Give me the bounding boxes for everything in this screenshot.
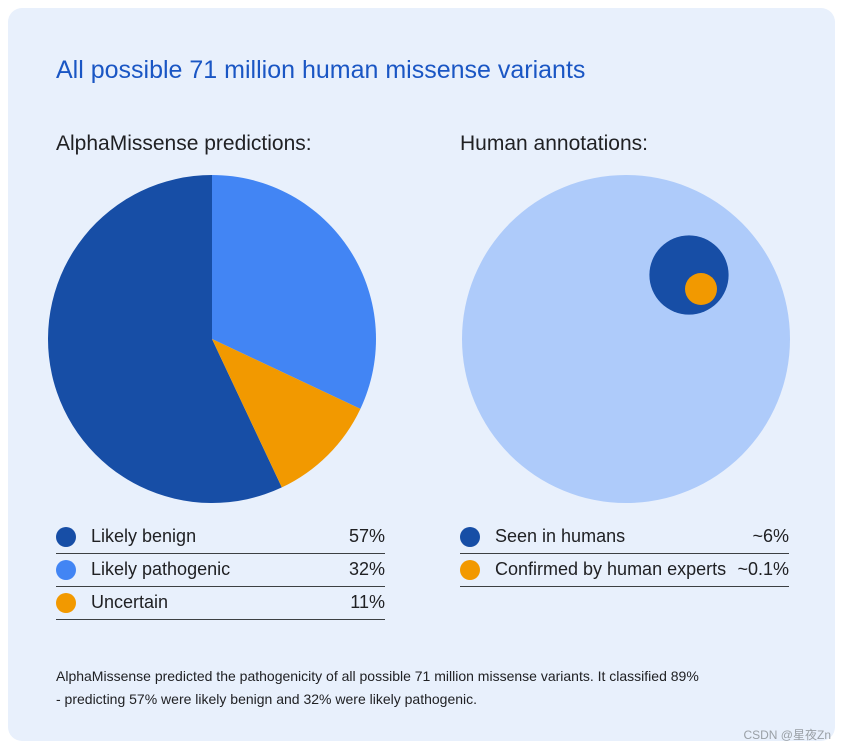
likely-benign-swatch xyxy=(56,527,76,547)
legend-label: Seen in humans xyxy=(495,526,626,546)
pie-slice-uncertain xyxy=(212,339,361,488)
legend-row-confirmed-by-experts: Confirmed by human experts ~0.1% xyxy=(460,554,789,587)
legend-label: Likely pathogenic xyxy=(91,559,231,579)
annotations-area-chart xyxy=(462,175,790,503)
predictions-legend: Likely benign 57% Likely pathogenic 32% … xyxy=(56,521,385,620)
legend-value: ~0.1% xyxy=(737,559,789,579)
pie-slice-likely-pathogenic xyxy=(212,175,376,409)
legend-value: ~6% xyxy=(752,526,789,546)
legend-value: 11% xyxy=(350,592,385,612)
legend-value: 32% xyxy=(348,559,385,579)
confirmed-by-experts-circle xyxy=(685,273,717,305)
page-title: All possible 71 million human missense v… xyxy=(56,56,586,84)
seen-in-humans-swatch xyxy=(460,527,480,547)
caption: AlphaMissense predicted the pathogenicit… xyxy=(56,665,776,711)
confirmed-by-experts-swatch xyxy=(460,560,480,580)
legend-row-seen-in-humans: Seen in humans ~6% xyxy=(460,521,789,554)
legend-row-likely-benign: Likely benign 57% xyxy=(56,521,385,554)
infographic-card: All possible 71 million human missense v… xyxy=(8,8,835,741)
legend-value: 57% xyxy=(348,526,385,546)
seen-in-humans-circle xyxy=(649,235,729,315)
legend-row-uncertain: Uncertain 11% xyxy=(56,587,385,620)
uncertain-swatch xyxy=(56,593,76,613)
annotations-legend: Seen in humans ~6% Confirmed by human ex… xyxy=(460,521,789,587)
caption-line: AlphaMissense predicted the pathogenicit… xyxy=(56,668,699,684)
legend-label: Likely benign xyxy=(91,526,197,546)
legend-label: Confirmed by human experts xyxy=(495,559,727,579)
all-variants-circle xyxy=(462,175,790,503)
caption-line: - predicting 57% were likely benign and … xyxy=(56,691,478,707)
predictions-pie-chart xyxy=(47,175,376,503)
pie-slice-likely-benign xyxy=(47,175,282,503)
likely-pathogenic-swatch xyxy=(56,560,76,580)
legend-row-likely-pathogenic: Likely pathogenic 32% xyxy=(56,554,385,587)
watermark: CSDN @星夜Zn xyxy=(743,728,831,742)
annotations-chart-title: Human annotations: xyxy=(460,132,648,155)
pie-chart-title: AlphaMissense predictions: xyxy=(56,132,312,155)
legend-label: Uncertain xyxy=(91,592,169,612)
